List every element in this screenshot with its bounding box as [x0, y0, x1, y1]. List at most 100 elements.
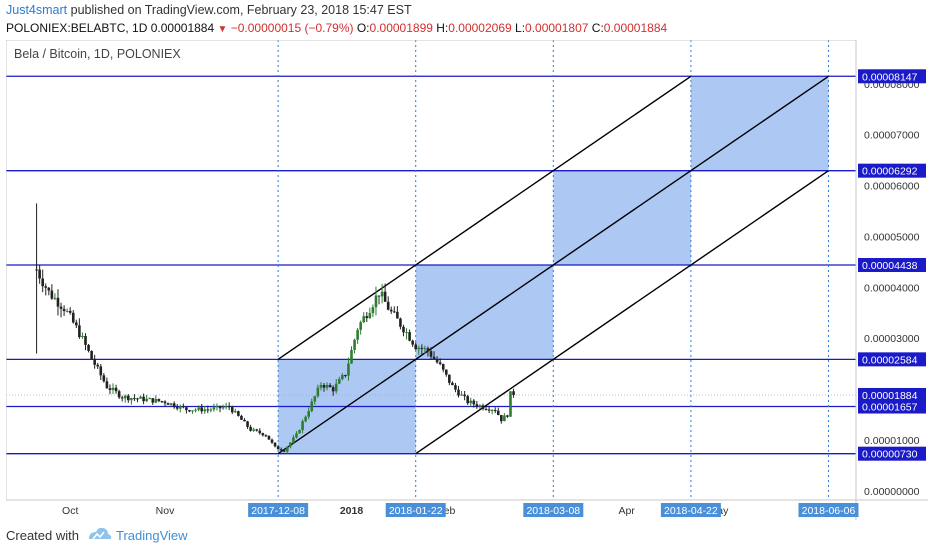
- candle-body: [295, 433, 298, 438]
- x-tick-label: Oct: [62, 505, 78, 517]
- candle-body: [319, 385, 323, 388]
- candle-body: [438, 362, 442, 365]
- channel-line: [277, 75, 692, 360]
- candle-body: [47, 287, 51, 291]
- candle-body: [341, 374, 344, 380]
- candle-body: [475, 404, 479, 407]
- candle-body: [402, 326, 405, 333]
- candle-body: [130, 398, 133, 401]
- candle-body: [148, 398, 152, 400]
- candle-body: [133, 398, 136, 400]
- date-labels: 2017-12-08 2018-01-22 2018-03-08 2018-04-22…: [248, 503, 859, 517]
- symbol-label: POLONIEX:BELABTC, 1D: [6, 21, 148, 35]
- date-marker-lines: [277, 40, 829, 500]
- candle-body: [463, 394, 466, 397]
- candle-body: [396, 311, 399, 319]
- candle-body: [249, 426, 252, 431]
- candle-body: [420, 347, 424, 349]
- candle-body: [417, 347, 421, 350]
- candle-body: [111, 387, 115, 390]
- candle-body: [282, 450, 286, 452]
- close-label: C:: [591, 21, 604, 35]
- candle-body: [139, 396, 142, 399]
- candle-body: [451, 382, 454, 386]
- candle-body: [435, 358, 439, 363]
- price-chart[interactable]: Bela / Bitcoin, 1D, POLONIEX 0.000000000…: [6, 40, 928, 520]
- candle-body: [99, 366, 103, 376]
- tradingview-brand[interactable]: TradingView: [116, 528, 188, 543]
- candle-body: [405, 332, 408, 334]
- level-label: 0.00004438: [862, 260, 918, 272]
- candle-body: [386, 301, 390, 310]
- candle-body: [44, 286, 48, 288]
- candle-body: [307, 411, 310, 417]
- candle-body: [347, 363, 350, 376]
- candle-body: [389, 309, 393, 312]
- author-link[interactable]: Just4smart: [6, 3, 68, 17]
- candle-body: [310, 401, 314, 412]
- candle-body: [353, 339, 356, 350]
- candle-body: [120, 397, 124, 399]
- candle-body: [136, 398, 139, 400]
- candle-body: [350, 349, 353, 364]
- candle-body: [96, 364, 100, 367]
- level-label-bg: [858, 399, 926, 414]
- candle-body: [429, 351, 433, 357]
- candle-body: [441, 364, 445, 370]
- candle-body: [59, 306, 63, 309]
- published-text: published on TradingView.com, February 2…: [70, 3, 412, 17]
- candle-body: [53, 297, 57, 299]
- candle-body: [78, 325, 81, 338]
- candle-body: [166, 403, 170, 405]
- candle-body: [117, 391, 121, 398]
- candle-body: [448, 374, 451, 383]
- candle-body: [75, 322, 78, 326]
- candle-body: [334, 383, 338, 392]
- level-label: 0.00008147: [862, 71, 918, 83]
- x-tick-label: Apr: [619, 505, 636, 517]
- candle-body: [264, 435, 268, 437]
- candle-body: [175, 407, 179, 409]
- candle-body: [200, 407, 203, 412]
- tradingview-logo-icon: [89, 527, 112, 540]
- candle-body: [481, 405, 485, 409]
- x-tick-label: Nov: [156, 505, 175, 517]
- open-label: O:: [356, 21, 370, 35]
- candle-body: [206, 409, 210, 411]
- level-label: 0.00001884: [862, 390, 918, 402]
- candle-body: [276, 446, 280, 450]
- candle-body: [114, 387, 118, 392]
- candle-body: [71, 312, 75, 323]
- candle-body: [41, 278, 44, 287]
- candle-body: [279, 449, 283, 451]
- candle-body: [496, 410, 500, 415]
- y-tick-label: 0.00005000: [864, 231, 920, 243]
- candle-body: [252, 429, 255, 431]
- created-with-label: Created with: [6, 528, 79, 543]
- date-label-bg: [798, 503, 859, 517]
- y-tick-label: 0.00007000: [864, 130, 920, 142]
- candle-body: [178, 406, 182, 409]
- level-labels: 0.00008147 0.00006292 0.00004438 0.00002584…: [858, 69, 926, 461]
- candle-body: [313, 396, 317, 402]
- candle-body: [362, 316, 366, 323]
- candle-body: [240, 415, 243, 420]
- level-label: 0.00000730: [862, 449, 918, 461]
- candle-body: [493, 410, 497, 412]
- date-label-bg: [660, 503, 721, 517]
- level-label-bg: [858, 69, 926, 84]
- candle-body: [356, 329, 359, 340]
- price-axis: 0.00000000 0.00001000 0.00003000 0.00004000…: [864, 79, 920, 498]
- candle-body: [500, 414, 503, 422]
- date-label-bg: [248, 503, 309, 517]
- candle-body: [503, 415, 506, 422]
- candle-body: [365, 316, 369, 319]
- candle-body: [234, 411, 237, 413]
- candle-body: [108, 388, 112, 390]
- candle-body: [328, 385, 332, 388]
- candle-body: [478, 405, 482, 407]
- candle-body: [172, 403, 176, 408]
- candle-body: [377, 295, 381, 297]
- low-value: 0.00001807: [525, 21, 589, 35]
- level-label-bg: [858, 387, 926, 402]
